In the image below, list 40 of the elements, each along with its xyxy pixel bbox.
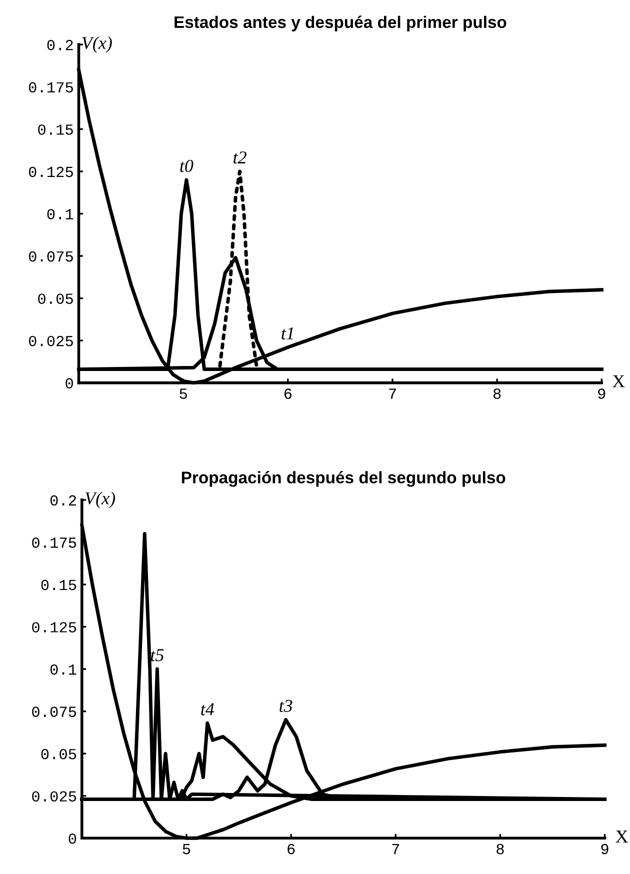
y-tick-label: 0 xyxy=(66,378,73,388)
y-tick-label: 0.125 xyxy=(28,166,73,178)
annotation: t2 xyxy=(234,151,246,164)
y-tick-label: 0.075 xyxy=(28,251,73,262)
y-tick-label: 0.025 xyxy=(32,791,76,802)
y-tick-label: 0.2 xyxy=(50,495,76,506)
annotation: t1 xyxy=(282,327,293,340)
y-tick-label: 0.05 xyxy=(41,748,76,760)
x-tick-label: 7 xyxy=(389,388,396,399)
x-tick-label: 5 xyxy=(180,388,187,399)
x-axis-title: X xyxy=(616,830,628,843)
x-tick-label: 6 xyxy=(288,844,295,854)
y-tick-label: 0.125 xyxy=(32,622,76,632)
x-tick-label: 5 xyxy=(182,844,190,854)
y-tick-label: 0.1 xyxy=(47,209,74,220)
x-tick-label: 7 xyxy=(392,844,400,854)
x-tick-label: 8 xyxy=(496,844,504,854)
y-tick-label: 0.025 xyxy=(28,336,73,346)
y-tick-label: 0.05 xyxy=(38,294,73,304)
y-tick-label: 0.075 xyxy=(32,706,76,718)
annotation: t0 xyxy=(180,160,194,172)
y-tick-label: 0.175 xyxy=(32,538,76,548)
x-axis-title: X xyxy=(612,375,625,388)
y-tick-label: 0 xyxy=(68,833,76,844)
y-tick-label: 0.15 xyxy=(38,124,73,135)
annotation: t3 xyxy=(280,700,292,712)
x-tick-label: 9 xyxy=(598,388,606,399)
x-tick-label: 9 xyxy=(601,844,608,854)
x-tick-label: 6 xyxy=(284,388,292,399)
chart-title: Propagación después del segundo pulso xyxy=(182,471,506,487)
y-tick-label: 0.1 xyxy=(50,664,76,675)
y-tick-label: 0.175 xyxy=(28,82,73,93)
annotation: t4 xyxy=(201,703,214,716)
y-axis-title: V(x) xyxy=(85,492,116,508)
y-tick-label: 0.2 xyxy=(47,40,73,50)
annotation: t5 xyxy=(150,649,164,662)
chart-title: Estados antes y despuéa del primer pulso xyxy=(174,16,506,32)
x-tick-label: 8 xyxy=(493,388,501,399)
y-axis-title: V(x) xyxy=(82,36,112,53)
y-tick-label: 0.15 xyxy=(41,580,76,590)
